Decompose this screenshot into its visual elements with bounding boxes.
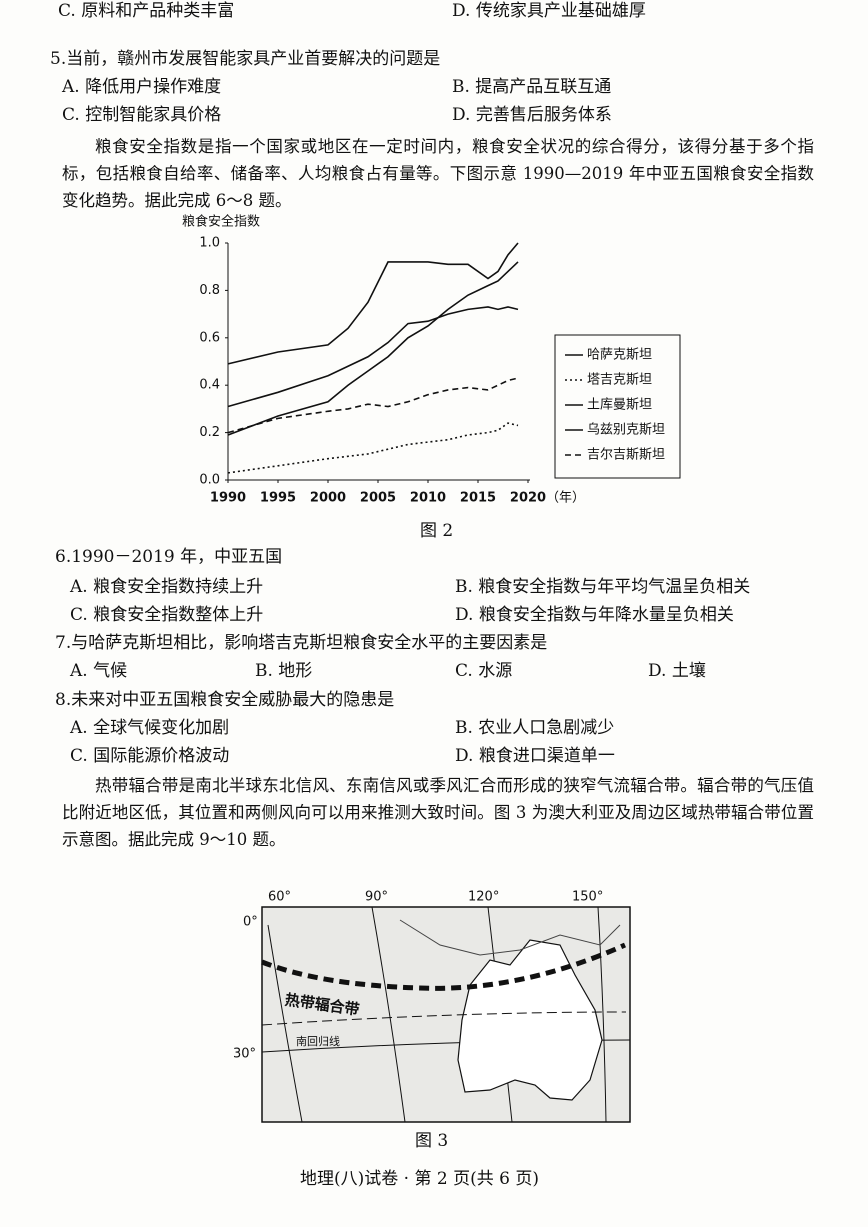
option: C. 水源 — [455, 661, 513, 681]
data-line — [227, 242, 519, 365]
x-tick-label: 2005 — [360, 491, 396, 506]
x-tick-label: 2015 — [460, 491, 496, 506]
y-axis-title: 粮食安全指数 — [182, 214, 260, 230]
option: C. 控制智能家具价格 — [62, 105, 222, 125]
option: A. 全球气候变化加剧 — [70, 718, 230, 738]
meridian — [267, 924, 303, 1123]
passage: 热带辐合带是南北半球东北信风、东南信风或季风汇合而形成的狭窄气流辐合带。辐合带的… — [62, 776, 814, 849]
caption: 图 3 — [415, 1131, 449, 1151]
y-tick-label: 1.0 — [199, 236, 220, 251]
latitude-label: 0° — [243, 915, 258, 930]
question: 6.1990－2019 年，中亚五国 — [55, 547, 283, 567]
option: D. 传统家具产业基础雄厚 — [452, 1, 646, 21]
map-label: 南回归线 — [296, 1034, 340, 1048]
meridian — [597, 906, 607, 1123]
option: D. 完善售后服务体系 — [452, 105, 612, 125]
option: B. 提高产品互联互通 — [452, 77, 612, 97]
option: A. 气候 — [70, 661, 128, 681]
x-tick-label: 1990 — [210, 491, 246, 506]
legend-label: 哈萨克斯坦 — [587, 348, 652, 363]
islands — [399, 919, 621, 956]
longitude-label: 150° — [572, 890, 603, 905]
option: A. 粮食安全指数持续上升 — [70, 577, 264, 597]
longitude-label: 60° — [268, 890, 291, 905]
x-tick-label: 2000 — [310, 491, 346, 506]
option: B. 地形 — [255, 661, 313, 681]
question: 7.与哈萨克斯坦相比，影响塔吉克斯坦粮食安全水平的主要因素是 — [55, 633, 548, 653]
meridian — [371, 906, 406, 1123]
data-line — [227, 422, 519, 474]
y-tick-label: 0.0 — [199, 473, 220, 488]
legend-label: 吉尔吉斯斯坦 — [587, 448, 665, 463]
longitude-label: 120° — [468, 890, 499, 905]
x-tick-label: 2020 — [510, 491, 546, 506]
data-line — [227, 261, 519, 436]
option: C. 原料和产品种类丰富 — [58, 1, 235, 21]
x-tick-label: 1995 — [260, 491, 296, 506]
y-tick-label: 0.2 — [199, 425, 220, 440]
data-line — [227, 306, 519, 408]
latitude-label: 30° — [233, 1047, 256, 1062]
option: A. 降低用户操作难度 — [62, 77, 222, 97]
legend-label: 土库曼斯坦 — [587, 397, 652, 413]
data-line — [227, 377, 519, 434]
option: D. 土壤 — [648, 661, 706, 681]
x-tick-label: 2010 — [410, 491, 446, 506]
passage: 粮食安全指数是指一个国家或地区在一定时间内，粮食安全状况的综合得分，该得分基于多… — [62, 137, 814, 210]
question: 5.当前，赣州市发展智能家具产业首要解决的问题是 — [50, 49, 441, 69]
question: 8.未来对中亚五国粮食安全威胁最大的隐患是 — [55, 690, 395, 710]
dashed-line — [261, 1011, 627, 1026]
itcz — [261, 942, 627, 991]
y-tick-label: 0.4 — [199, 378, 220, 393]
footer: 地理(八)试卷 · 第 2 页(共 6 页) — [300, 1169, 539, 1189]
y-tick-label: 0.6 — [199, 330, 220, 345]
legend-label: 塔吉克斯坦 — [587, 373, 652, 388]
chart: 0.0 0.2 0.4 0.6 0.8 1.0 1990 1995 2000 2005 2010 20… — [199, 236, 665, 506]
x-axis-title: （年） — [546, 491, 585, 506]
option: C. 国际能源价格波动 — [70, 746, 230, 766]
longitude-label: 90° — [365, 890, 388, 905]
option: B. 粮食安全指数与年平均气温呈负相关 — [455, 577, 751, 597]
y-tick-label: 0.8 — [199, 283, 220, 298]
australia — [457, 939, 603, 1101]
map — [261, 906, 631, 1123]
caption: 图 2 — [420, 521, 454, 541]
legend-label: 乌兹别克斯坦 — [587, 422, 665, 438]
option: D. 粮食进口渠道单一 — [455, 746, 615, 766]
option: D. 粮食安全指数与年降水量呈负相关 — [455, 605, 734, 625]
option: B. 农业人口急剧减少 — [455, 718, 615, 738]
legend-box — [554, 334, 681, 479]
option: C. 粮食安全指数整体上升 — [70, 605, 264, 625]
